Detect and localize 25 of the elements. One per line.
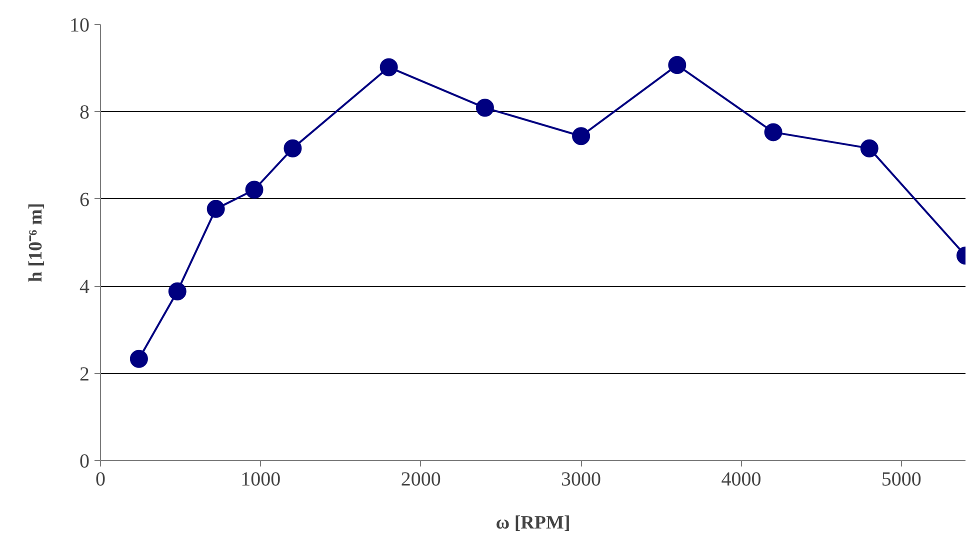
x-axis-title: ω [RPM]	[496, 512, 570, 534]
x-tick-label: 1000	[240, 468, 281, 490]
x-tick-label: 2000	[400, 468, 441, 490]
point	[572, 127, 590, 146]
y-tick-label: 4	[80, 276, 90, 298]
x-tick-label: 3000	[561, 468, 602, 490]
point	[668, 56, 686, 74]
point	[168, 282, 186, 300]
x-tick-label: 5000	[881, 468, 922, 490]
point	[130, 350, 148, 368]
point	[380, 58, 398, 76]
point	[476, 98, 494, 117]
y-tick-label: 10	[70, 14, 90, 36]
y-axis-title: h [10⁻⁶ m]	[26, 202, 46, 282]
point	[764, 123, 782, 142]
point	[206, 200, 225, 218]
x-tick-label: 0	[96, 468, 106, 490]
point	[284, 139, 302, 158]
y-tick-label: 6	[80, 188, 90, 211]
point	[245, 180, 264, 199]
x-tick-label: 4000	[721, 468, 762, 490]
y-tick-label: 8	[80, 102, 90, 124]
point	[860, 139, 878, 158]
y-tick-label: 2	[80, 363, 90, 386]
y-tick-label: 0	[80, 450, 90, 472]
